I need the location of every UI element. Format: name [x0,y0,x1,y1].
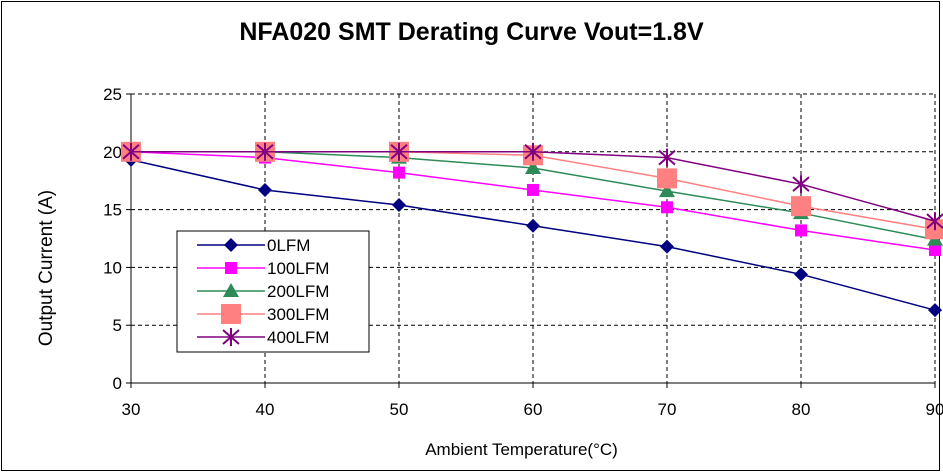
legend-item: 100LFM [197,259,329,278]
legend-label: 300LFM [267,305,329,324]
axes-layer: 0 5 10 15 20 25 30 40 50 60 70 80 90 [103,85,943,419]
legend-marker [224,238,238,252]
data-point [393,166,405,179]
data-point [794,267,808,282]
legend-label: 100LFM [267,259,329,278]
data-point [658,148,676,167]
y-tick-label: 25 [103,85,122,104]
legend-marker [221,304,241,324]
x-tick-label: 90 [926,400,943,419]
x-tick-label: 70 [658,400,677,419]
data-point [929,244,941,257]
data-point [392,197,406,212]
chart-title: NFA020 SMT Derating Curve Vout=1.8V [239,18,704,46]
legend-label: 0LFM [267,236,310,255]
data-point [524,142,542,161]
data-point [792,175,810,194]
data-point [525,159,541,174]
x-tick-label: 60 [524,400,543,419]
legend-marker [222,328,240,346]
series-400LFM [122,142,943,231]
legend-label: 400LFM [267,328,329,347]
legend-item: 300LFM [197,304,329,324]
x-tick-label: 50 [390,400,409,419]
data-point [256,142,274,161]
legend-item: 400LFM [197,328,329,347]
series-layer [121,141,943,318]
data-point [791,196,811,217]
data-point [660,239,674,254]
legend-marker [225,262,237,274]
y-tick-label: 10 [103,258,122,277]
x-tick-label: 40 [256,400,275,419]
y-tick-label: 20 [103,143,122,162]
data-point [659,183,675,198]
data-point [657,168,677,189]
data-point [926,212,943,231]
data-point [122,142,140,161]
legend: 0LFM 100LFM 200LFM 300LFM 400LFM [176,230,370,353]
data-point [795,224,807,237]
data-point [526,218,540,233]
x-tick-label: 80 [792,400,811,419]
y-tick-label: 15 [103,201,122,220]
x-axis-label: Ambient Temperature(°C) [425,440,618,459]
legend-label: 200LFM [267,282,329,301]
data-point [258,182,272,197]
legend-marker [223,283,239,297]
y-tick-label: 0 [113,374,122,393]
y-tick-label: 5 [113,316,122,335]
data-point [527,183,539,196]
data-point [390,142,408,161]
legend-item: 200LFM [197,282,329,301]
x-tick-label: 30 [122,400,141,419]
data-point [661,201,673,214]
data-point [928,303,942,318]
legend-item: 0LFM [197,236,310,255]
